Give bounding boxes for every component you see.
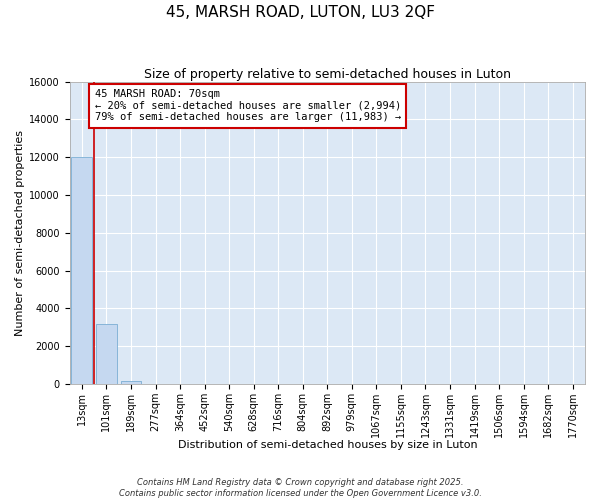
Text: 45, MARSH ROAD, LUTON, LU3 2QF: 45, MARSH ROAD, LUTON, LU3 2QF [166, 5, 434, 20]
Title: Size of property relative to semi-detached houses in Luton: Size of property relative to semi-detach… [144, 68, 511, 80]
Text: Contains HM Land Registry data © Crown copyright and database right 2025.
Contai: Contains HM Land Registry data © Crown c… [119, 478, 481, 498]
Bar [121, 381, 142, 384]
Bar [96, 324, 117, 384]
X-axis label: Distribution of semi-detached houses by size in Luton: Distribution of semi-detached houses by … [178, 440, 477, 450]
Y-axis label: Number of semi-detached properties: Number of semi-detached properties [15, 130, 25, 336]
Bar [71, 158, 92, 384]
Text: 45 MARSH ROAD: 70sqm
← 20% of semi-detached houses are smaller (2,994)
79% of se: 45 MARSH ROAD: 70sqm ← 20% of semi-detac… [95, 89, 401, 122]
